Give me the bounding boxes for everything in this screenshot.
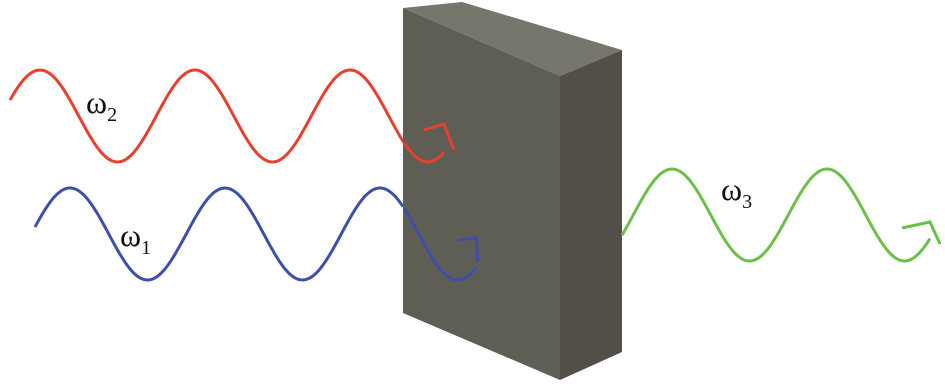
crystal-block — [403, 2, 622, 380]
omega3-label: ω3 — [721, 171, 752, 213]
symbol: ω — [86, 84, 107, 120]
omega1-label: ω1 — [120, 217, 151, 259]
green-wave — [622, 169, 930, 261]
block-side — [560, 50, 622, 380]
symbol: ω — [721, 171, 742, 207]
diagram: ω2 ω1 ω3 — [0, 0, 945, 384]
blue-wave — [35, 188, 403, 280]
subscript: 1 — [141, 237, 151, 259]
green-arrowhead — [902, 222, 940, 244]
subscript: 2 — [107, 104, 117, 126]
subscript: 3 — [742, 191, 752, 213]
red-wave — [10, 70, 404, 162]
omega2-label: ω2 — [86, 84, 117, 126]
symbol: ω — [120, 217, 141, 253]
